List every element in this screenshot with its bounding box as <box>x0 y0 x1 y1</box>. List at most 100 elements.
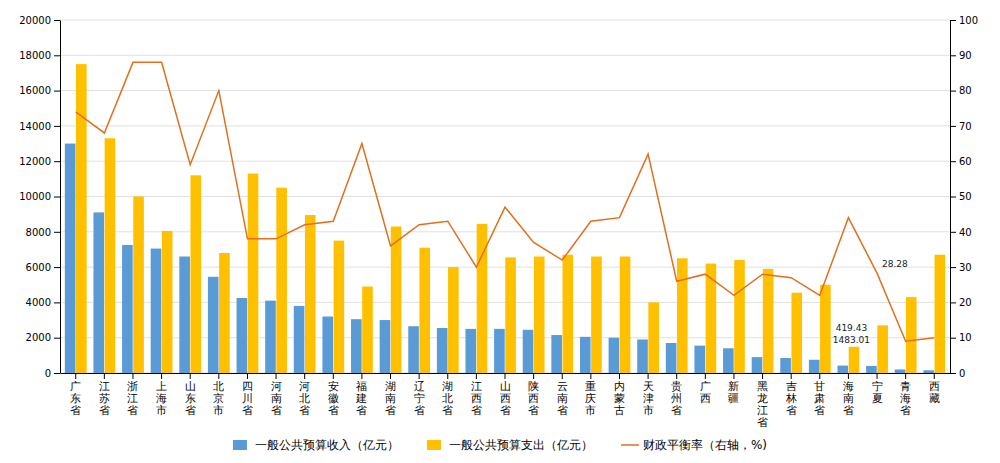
bar <box>65 144 76 373</box>
tick: 江西省 <box>471 373 482 417</box>
tick-mark <box>161 373 162 379</box>
legend-label: 一般公共预算收入（亿元） <box>255 438 399 452</box>
tick-mark <box>934 373 935 379</box>
tick: 70 <box>950 121 972 132</box>
tick: 四川省 <box>242 373 253 417</box>
tick-label: 河北省 <box>299 380 310 417</box>
bar <box>437 328 448 373</box>
tick: 10 <box>950 332 972 343</box>
tick-mark <box>447 373 448 379</box>
tick: 2000 <box>26 332 60 343</box>
tick-mark <box>54 302 60 303</box>
tick: 湖北省 <box>442 373 453 417</box>
bar <box>237 298 248 373</box>
tick: 10000 <box>19 191 60 202</box>
bar <box>780 358 791 373</box>
tick-label: 广东省 <box>70 380 81 417</box>
tick-mark <box>304 373 305 379</box>
tick: 8000 <box>26 227 60 238</box>
tick-label: 江西省 <box>471 380 482 417</box>
tick-label: 80 <box>959 85 972 96</box>
tick-mark <box>533 373 534 379</box>
tick-mark <box>950 161 956 162</box>
bar <box>666 343 677 373</box>
bar <box>265 301 276 373</box>
tick-mark <box>361 373 362 379</box>
tick-label: 云南省 <box>557 380 568 417</box>
tick-label: 辽宁省 <box>414 380 425 417</box>
tick: 新疆 <box>728 373 739 405</box>
tick: 陕西省 <box>528 373 539 417</box>
tick-label: 12000 <box>19 156 51 167</box>
bar <box>895 369 906 373</box>
bar <box>351 319 362 373</box>
tick-mark <box>333 373 334 379</box>
tick-label: 青海省 <box>900 380 911 417</box>
tick-label: 10000 <box>19 191 51 202</box>
tick-mark <box>705 373 706 379</box>
bar <box>362 287 373 373</box>
tick: 100 <box>950 15 978 26</box>
bar <box>190 175 201 373</box>
tick-mark <box>819 373 820 379</box>
tick: 18000 <box>19 50 60 61</box>
grid-line <box>60 20 950 21</box>
tick-label: 20000 <box>19 15 51 26</box>
tick-label: 海南省 <box>843 380 854 417</box>
bar <box>637 339 648 373</box>
bar <box>923 370 934 373</box>
tick: 黑龙江省 <box>757 373 768 429</box>
tick-label: 黑龙江省 <box>757 380 768 429</box>
tick-label: 安徽省 <box>328 380 339 417</box>
legend: 一般公共预算收入（亿元）一般公共预算支出（亿元）财政平衡率（右轴，%) <box>233 438 767 452</box>
bar <box>935 255 946 373</box>
legend-item: 财政平衡率（右轴，%) <box>621 438 767 452</box>
tick-label: 40 <box>959 227 972 238</box>
bar <box>849 347 860 373</box>
bar <box>93 212 104 373</box>
tick-mark <box>132 373 133 379</box>
bar <box>906 297 917 373</box>
tick: 宁夏 <box>872 373 883 405</box>
tick: 20000 <box>19 15 60 26</box>
tick: 江苏省 <box>99 373 110 417</box>
grid-line <box>60 55 950 56</box>
tick: 4000 <box>26 297 60 308</box>
tick: 湖南省 <box>385 373 396 417</box>
tick-label: 山东省 <box>185 380 196 417</box>
tick-mark <box>950 232 956 233</box>
tick-mark <box>905 373 906 379</box>
bar <box>305 215 316 373</box>
legend-swatch <box>621 444 639 446</box>
bar <box>523 330 534 373</box>
tick-mark <box>54 232 60 233</box>
tick: 内蒙古 <box>614 373 625 417</box>
grid <box>60 20 950 373</box>
tick-mark <box>390 373 391 379</box>
bar <box>105 138 116 373</box>
tick: 吉林省 <box>785 373 797 417</box>
tick: 90 <box>950 50 972 61</box>
tick: 0 <box>950 368 965 379</box>
axis-line <box>60 21 61 374</box>
bar <box>534 257 545 373</box>
tick-mark <box>562 373 563 379</box>
legend-item: 一般公共预算收入（亿元） <box>233 438 399 452</box>
tick-mark <box>950 20 956 21</box>
tick: 北京市 <box>213 373 224 417</box>
bar <box>248 174 259 373</box>
tick-mark <box>276 373 277 379</box>
bar <box>162 231 173 373</box>
tick: 上海市 <box>156 373 167 417</box>
tick-label: 60 <box>959 156 972 167</box>
tick-mark <box>950 55 956 56</box>
tick-label: 6000 <box>26 262 51 273</box>
bar <box>677 258 688 373</box>
tick: 50 <box>950 191 972 202</box>
bar <box>580 337 591 373</box>
bar <box>494 329 505 373</box>
bar <box>334 241 345 373</box>
bar <box>380 320 391 373</box>
tick-label: 0 <box>45 368 51 379</box>
annotations: 1483.01419.4328.28 <box>833 259 908 345</box>
